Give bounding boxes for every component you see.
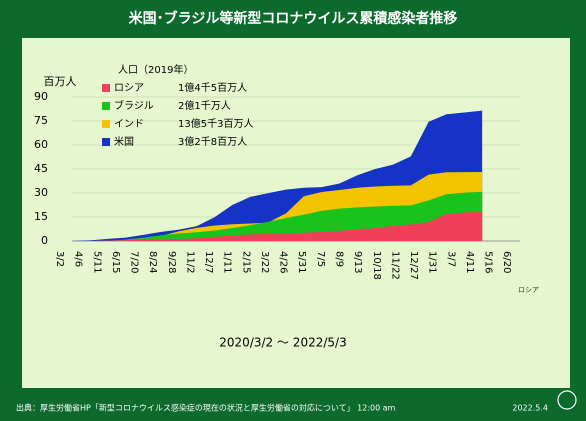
- legend-swatch: [102, 84, 110, 92]
- y-tick-label: 30: [34, 186, 48, 199]
- y-tick-label: 90: [34, 90, 48, 103]
- x-tick-label: 4/26: [278, 251, 289, 273]
- x-tick-label: 3/2: [54, 251, 65, 267]
- legend-label: ロシア: [114, 83, 144, 94]
- x-tick-label: 6/20: [501, 251, 512, 273]
- x-tick-label: 12/27: [408, 251, 419, 280]
- y-tick-label: 0: [41, 234, 48, 247]
- source: 出典：厚生労働省HP「新型コロナウイルス感染症の現在の状況と厚生労働省の対応につ…: [16, 403, 396, 413]
- x-tick-label: 5/11: [91, 251, 102, 273]
- x-tick-label: 12/7: [203, 251, 214, 273]
- x-tick-label: 5/31: [296, 251, 307, 273]
- x-tick-label: 9/13: [352, 251, 363, 273]
- y-tick-label: 60: [34, 138, 48, 151]
- x-tick-label: 4/11: [464, 251, 475, 273]
- badge: [557, 390, 577, 410]
- y-tick-label: 15: [34, 210, 48, 223]
- x-tick-label: 2/15: [240, 251, 251, 273]
- x-tick-label: 6/15: [110, 251, 121, 273]
- legend-population: 3億2千8百万人: [178, 135, 247, 148]
- y-tick-label: 75: [34, 114, 48, 127]
- legend-swatch: [102, 120, 110, 128]
- depth-label: ロシア: [518, 286, 539, 294]
- x-tick-label: 8/24: [147, 251, 158, 273]
- x-tick-label: 5/16: [483, 251, 494, 273]
- x-tick-label: 9/28: [166, 251, 177, 273]
- legend-swatch: [102, 138, 110, 146]
- legend-label: ブラジル: [114, 99, 154, 112]
- x-tick-label: 4/6: [73, 251, 84, 267]
- y-tick-label: 45: [34, 162, 48, 175]
- x-tick-label: 1/31: [427, 251, 438, 273]
- x-tick-label: 8/9: [334, 251, 345, 267]
- legend-swatch: [102, 102, 110, 110]
- x-tick-label: 10/18: [371, 251, 382, 280]
- subtitle: 2020/3/2 ～ 2022/5/3: [219, 336, 346, 350]
- legend-population: 13億5千3百万人: [178, 117, 253, 130]
- chart-title: 米国･ブラジル等新型コロナウイルス累積感染者推移: [129, 10, 458, 27]
- x-tick-label: 11/22: [389, 251, 400, 280]
- y-axis-label: 百万人: [44, 75, 77, 88]
- legend-title: 人口（2019年）: [118, 63, 193, 76]
- x-tick-label: 11/2: [184, 251, 195, 273]
- series-area: [72, 212, 483, 241]
- legend-population: 2億1千万人: [178, 99, 231, 112]
- legend-population: 1億4千5百万人: [178, 81, 247, 94]
- legend-label: 米国: [114, 135, 134, 148]
- legend-label: インド: [114, 119, 144, 130]
- x-tick-label: 3/22: [259, 251, 270, 273]
- x-tick-label: 7/20: [129, 251, 140, 273]
- date: 2022.5.4: [512, 404, 548, 413]
- x-tick-label: 1/11: [222, 251, 233, 273]
- x-tick-label: 3/7: [445, 251, 456, 267]
- x-tick-label: 7/5: [315, 251, 326, 267]
